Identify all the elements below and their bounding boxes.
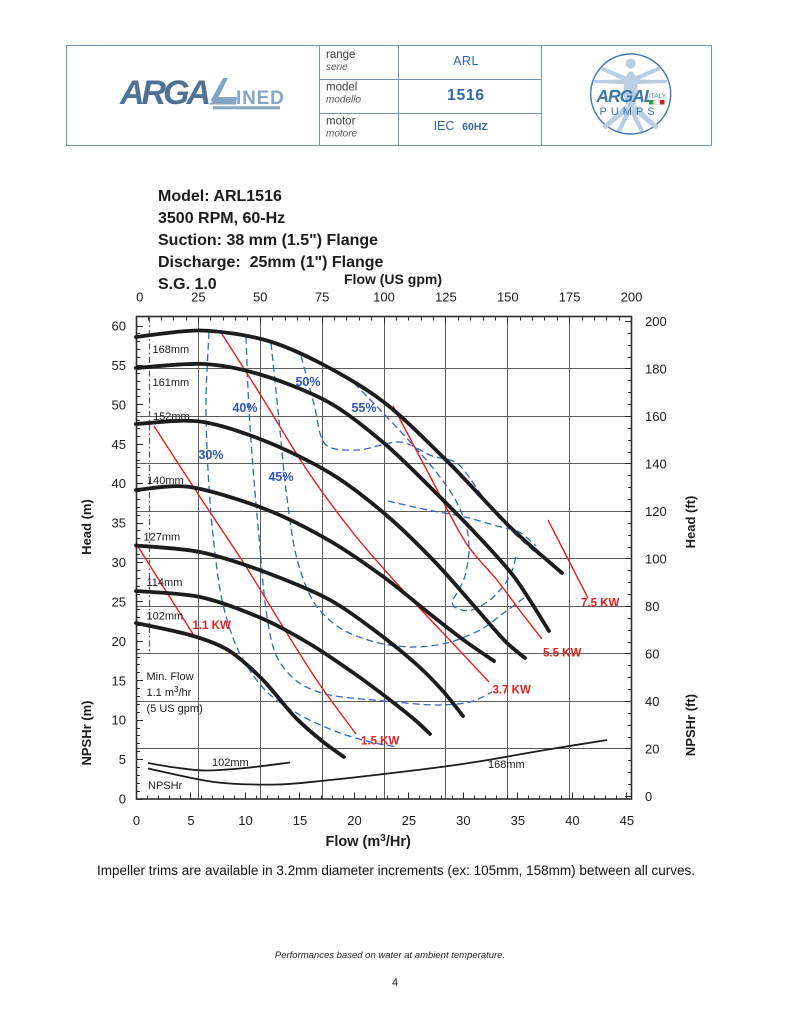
svg-text:4: 4 <box>392 977 398 989</box>
svg-text:45: 45 <box>620 813 634 828</box>
svg-text:ITALY: ITALY <box>649 93 667 100</box>
svg-text:60HZ: 60HZ <box>462 121 488 133</box>
svg-text:102mm: 102mm <box>147 611 184 623</box>
svg-text:INED: INED <box>236 88 285 109</box>
svg-text:motor: motor <box>326 116 356 128</box>
svg-text:140: 140 <box>645 456 667 471</box>
svg-text:50: 50 <box>253 290 267 305</box>
svg-text:Performances based on water at: Performances based on water at ambient t… <box>275 950 505 961</box>
svg-text:Model: ARL1516: Model: ARL1516 <box>158 188 282 205</box>
svg-text:1.1 m3/hr: 1.1 m3/hr <box>147 685 192 699</box>
svg-text:ARGA: ARGA <box>119 74 210 112</box>
svg-text:30: 30 <box>112 555 126 570</box>
svg-text:0: 0 <box>119 792 126 807</box>
svg-text:(5 US gpm): (5 US gpm) <box>147 703 203 715</box>
svg-text:30: 30 <box>456 813 470 828</box>
svg-text:25: 25 <box>112 594 126 609</box>
svg-text:Flow (m3/Hr): Flow (m3/Hr) <box>326 833 411 850</box>
svg-text:20: 20 <box>347 813 361 828</box>
svg-text:152mm: 152mm <box>153 411 190 423</box>
svg-text:140mm: 140mm <box>147 475 184 487</box>
svg-text:range: range <box>326 49 355 61</box>
svg-text:60: 60 <box>112 319 126 334</box>
svg-text:35: 35 <box>112 516 126 531</box>
svg-text:5.5 KW: 5.5 KW <box>543 648 581 660</box>
svg-text:3.7 KW: 3.7 KW <box>493 685 531 697</box>
svg-text:model: model <box>326 82 357 94</box>
svg-text:75: 75 <box>315 290 329 305</box>
svg-text:20: 20 <box>112 634 126 649</box>
svg-text:60: 60 <box>645 647 659 662</box>
svg-text:40: 40 <box>112 476 126 491</box>
svg-text:0: 0 <box>136 290 143 305</box>
svg-text:Discharge: 25mm (1") Flange: Discharge: 25mm (1") Flange <box>158 254 384 271</box>
svg-text:55%: 55% <box>351 401 376 415</box>
svg-text:10: 10 <box>238 813 252 828</box>
svg-text:Impeller trims are available i: Impeller trims are available in 3.2mm di… <box>97 863 695 878</box>
svg-text:NPSHr (ft): NPSHr (ft) <box>683 694 698 756</box>
svg-text:PUMPS: PUMPS <box>599 106 658 118</box>
svg-text:ARL: ARL <box>453 54 479 68</box>
svg-text:40%: 40% <box>232 401 257 415</box>
svg-text:30%: 30% <box>198 448 223 462</box>
svg-text:127mm: 127mm <box>144 532 181 544</box>
svg-text:S.G. 1.0: S.G. 1.0 <box>158 276 217 293</box>
svg-text:0: 0 <box>133 813 140 828</box>
svg-text:NPSHr (m): NPSHr (m) <box>79 700 94 765</box>
svg-text:10: 10 <box>112 713 126 728</box>
svg-text:160: 160 <box>645 409 667 424</box>
svg-text:15: 15 <box>112 673 126 688</box>
svg-text:161mm: 161mm <box>153 377 190 389</box>
svg-text:1.1 KW: 1.1 KW <box>193 620 231 632</box>
svg-text:35: 35 <box>511 813 525 828</box>
svg-text:55: 55 <box>112 358 126 373</box>
svg-text:15: 15 <box>293 813 307 828</box>
svg-text:80: 80 <box>645 599 659 614</box>
svg-text:1.5 KW: 1.5 KW <box>361 736 399 748</box>
svg-text:180: 180 <box>645 361 667 376</box>
svg-text:200: 200 <box>645 314 667 329</box>
svg-text:168mm: 168mm <box>488 759 525 771</box>
svg-text:Suction: 38 mm (1.5") Flange: Suction: 38 mm (1.5") Flange <box>158 232 378 249</box>
svg-text:20: 20 <box>645 742 659 757</box>
svg-text:1516: 1516 <box>447 87 485 104</box>
svg-text:45: 45 <box>112 437 126 452</box>
svg-text:40: 40 <box>565 813 579 828</box>
svg-text:25: 25 <box>191 290 205 305</box>
svg-text:200: 200 <box>621 290 643 305</box>
svg-text:NPSHr: NPSHr <box>148 780 183 792</box>
svg-text:7.5 KW: 7.5 KW <box>581 598 619 610</box>
svg-text:Flow (US gpm): Flow (US gpm) <box>344 271 442 287</box>
svg-text:Min. Flow: Min. Flow <box>147 671 194 683</box>
svg-text:120: 120 <box>645 504 667 519</box>
svg-text:Head (ft): Head (ft) <box>683 496 698 549</box>
svg-text:0: 0 <box>645 789 652 804</box>
svg-text:Head (m): Head (m) <box>79 499 94 555</box>
svg-text:ARGAL: ARGAL <box>595 86 654 106</box>
svg-text:3500 RPM, 60-Hz: 3500 RPM, 60-Hz <box>158 210 285 227</box>
svg-text:175: 175 <box>559 290 581 305</box>
svg-text:114mm: 114mm <box>147 577 183 589</box>
svg-text:serie: serie <box>326 62 348 73</box>
svg-text:100: 100 <box>373 290 395 305</box>
svg-text:5: 5 <box>119 752 126 767</box>
svg-text:168mm: 168mm <box>153 344 190 356</box>
svg-text:50%: 50% <box>295 375 320 389</box>
svg-text:50: 50 <box>112 397 126 412</box>
svg-text:150: 150 <box>497 290 519 305</box>
svg-text:modello: modello <box>326 95 361 106</box>
svg-text:40: 40 <box>645 694 659 709</box>
svg-text:IEC: IEC <box>434 119 455 133</box>
svg-text:100: 100 <box>645 552 667 567</box>
svg-text:25: 25 <box>402 813 416 828</box>
svg-text:102mm: 102mm <box>212 757 249 769</box>
svg-text:125: 125 <box>435 290 457 305</box>
svg-text:45%: 45% <box>268 470 293 484</box>
svg-text:5: 5 <box>187 813 194 828</box>
svg-text:motore: motore <box>326 129 358 140</box>
